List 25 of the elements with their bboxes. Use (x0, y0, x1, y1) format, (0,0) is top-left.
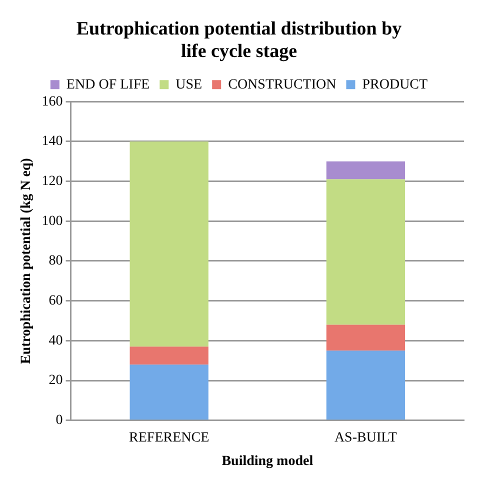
bar (326, 350, 406, 420)
legend-label: CONSTRUCTION (228, 77, 336, 92)
y-tick-label: 0 (56, 413, 63, 428)
y-tick-label: 20 (48, 373, 63, 388)
legend-label: END OF LIFE (66, 77, 150, 92)
bar (326, 179, 406, 325)
bar (130, 364, 208, 420)
bar (130, 346, 208, 365)
bar (130, 141, 208, 347)
legend-label: USE (176, 77, 202, 92)
y-tick-label: 120 (42, 174, 63, 189)
bar (326, 161, 406, 180)
x-tick-label: AS-BUILT (334, 430, 398, 446)
y-tick-label: 140 (42, 134, 63, 150)
x-axis-title: Building model (222, 454, 314, 470)
x-tick-label: REFERENCE (129, 430, 210, 446)
bar (326, 324, 406, 351)
y-axis-title: Eutrophication potential (kg N eq) (19, 158, 34, 364)
y-tick-label: 40 (48, 333, 63, 348)
y-tick-label: 80 (48, 254, 63, 269)
y-tick-label: 160 (42, 94, 63, 110)
y-tick-label: 100 (42, 214, 63, 229)
y-tick-label: 60 (48, 294, 63, 309)
chart-title: Eutrophication potential distribution by life cycle stage (76, 18, 402, 62)
legend-label: PRODUCT (362, 77, 428, 92)
